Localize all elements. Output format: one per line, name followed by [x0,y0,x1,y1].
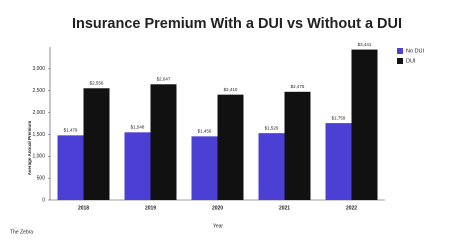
value-label: $1,456 [198,129,212,134]
y-axis-label: Average Annual Premium [27,121,32,175]
footer: The Zebra [10,229,33,235]
y-tick-label: 0 [42,197,45,203]
bar [325,123,352,200]
legend-label: DUI [406,58,416,64]
value-label: $2,475 [291,84,305,89]
value-label: $1,759 [332,115,346,120]
value-label: $1,529 [265,125,279,130]
x-tick-label: 2021 [279,205,290,211]
x-tick-label: 2018 [78,205,89,211]
bar [217,94,244,200]
x-tick-label: 2022 [346,205,357,211]
value-label: $1,479 [64,128,78,133]
bar [191,136,218,200]
x-tick-label: 2020 [212,205,223,211]
value-label: $2,556 [90,80,104,85]
value-label: $3,441 [358,42,372,47]
bar [258,133,285,200]
bar [150,84,177,200]
chart-title: Insurance Premium With a DUI vs Without … [72,16,402,32]
y-tick-label: 1,500 [32,132,45,138]
y-tick-label: 2,500 [32,88,45,94]
bar [57,135,84,200]
x-tick-label: 2019 [145,205,156,211]
x-axis-label: Year [213,223,223,229]
value-label: $1,548 [131,125,145,130]
bar [351,49,378,200]
value-label: $2,410 [224,87,238,92]
legend-label: No DUI [406,48,425,54]
y-tick-label: 1,000 [32,154,45,160]
legend-swatch [397,48,403,54]
value-label: $2,647 [157,76,171,81]
bar [83,88,110,200]
y-tick-label: 2,000 [32,110,45,116]
legend-swatch [397,58,403,64]
bar [124,132,151,200]
bar [284,91,311,200]
y-tick-label: 3,000 [32,66,45,72]
y-tick-label: 500 [37,175,46,181]
